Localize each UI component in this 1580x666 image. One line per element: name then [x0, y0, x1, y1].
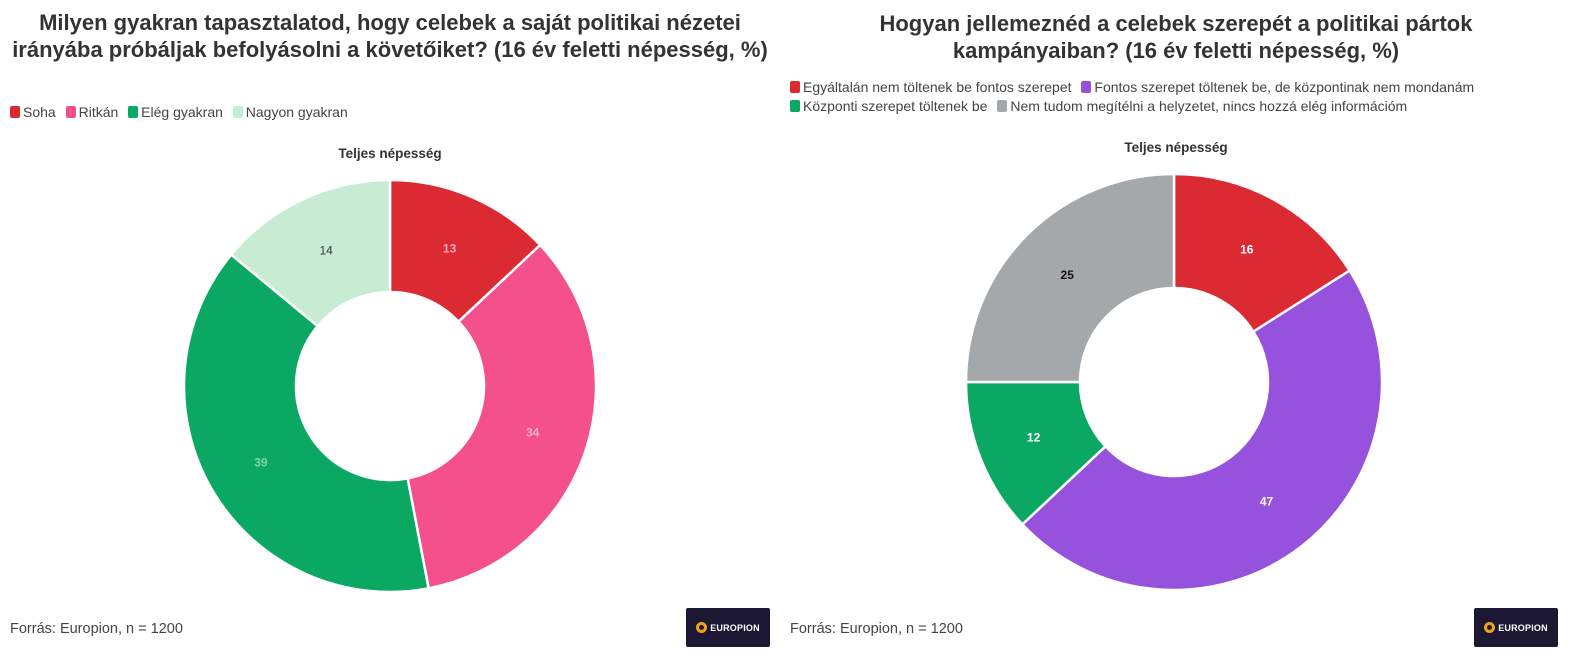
legend-swatch — [997, 100, 1008, 112]
legend-label: Ritkán — [78, 104, 119, 120]
chart-panel-role: Hogyan jellemeznéd a celebek szerepét a … — [780, 0, 1580, 666]
donut-chart-role: 16 47 12 25 — [964, 172, 1384, 592]
logo-mark-icon — [696, 622, 708, 633]
legend-item-soha[interactable]: Soha — [10, 103, 56, 122]
legend-label: Központi szerepet töltenek be — [803, 98, 988, 114]
source-note: Forrás: Europion, n = 1200 — [10, 621, 183, 637]
source-note: Forrás: Europion, n = 1200 — [790, 621, 963, 637]
logo-text: EUROPION — [710, 622, 760, 633]
legend-swatch — [65, 106, 76, 118]
legend-swatch — [10, 106, 20, 118]
legend-item-fontos-szerep[interactable]: Fontos szerepet töltenek be, de központi… — [1081, 78, 1474, 97]
data-label-1: 34 — [526, 425, 540, 439]
legend-swatch — [128, 106, 139, 118]
legend-label: Soha — [23, 104, 56, 120]
legend-item-nagyon-gyakran[interactable]: Nagyon gyakran — [232, 103, 348, 122]
legend-label: Elég gyakran — [141, 104, 223, 120]
donut-chart-frequency: 13 34 39 14 — [182, 178, 598, 594]
data-label-2: 39 — [254, 455, 268, 469]
donut-slice-1[interactable] — [1021, 269, 1384, 592]
chart-panel-frequency: Milyen gyakran tapasztalatod, hogy celeb… — [0, 0, 780, 666]
donut-slice-0[interactable] — [1172, 172, 1351, 333]
donut-slice-3[interactable] — [230, 178, 392, 328]
legend-item-kozponti-szerep[interactable]: Központi szerepet töltenek be — [790, 97, 987, 116]
legend-swatch — [790, 100, 800, 112]
chart-title: Milyen gyakran tapasztalatod, hogy celeb… — [12, 10, 768, 62]
data-label-1: 47 — [1260, 494, 1274, 508]
legend-item-nem-tudom[interactable]: Nem tudom megítélni a helyzetet, nincs h… — [997, 97, 1407, 116]
donut-slice-1[interactable] — [406, 243, 598, 590]
donut-slice-2[interactable] — [182, 253, 430, 594]
legend-label: Nem tudom megítélni a helyzetet, nincs h… — [1010, 98, 1408, 114]
logo-mark-icon — [1484, 622, 1496, 633]
legend-item-egyaltalan-nem[interactable]: Egyáltalán nem töltenek be fontos szerep… — [790, 78, 1072, 97]
donut-slice-2[interactable] — [964, 380, 1107, 526]
donut-slice-0[interactable] — [388, 178, 542, 323]
logo-text: EUROPION — [1498, 622, 1548, 633]
legend-item-eleg-gyakran[interactable]: Elég gyakran — [128, 103, 223, 122]
legend: Egyáltalán nem töltenek be fontos szerep… — [790, 78, 1560, 116]
legend-label: Fontos szerepet töltenek be, de központi… — [1094, 79, 1475, 95]
legend-label: Egyáltalán nem töltenek be fontos szerep… — [803, 79, 1072, 95]
data-label-0: 13 — [443, 241, 457, 255]
europion-logo: EUROPION — [1474, 608, 1558, 647]
legend: Soha Ritkán Elég gyakran Nagyon gyakran — [10, 103, 750, 122]
donut-slice-3[interactable] — [964, 172, 1176, 384]
legend-swatch — [1081, 81, 1092, 93]
data-label-0: 16 — [1240, 243, 1254, 257]
chart-title: Hogyan jellemeznéd a celebek szerepét a … — [879, 11, 1473, 63]
data-label-3: 14 — [319, 243, 333, 257]
chart-subtitle: Teljes népesség — [1124, 140, 1228, 155]
chart-subtitle: Teljes népesség — [338, 146, 442, 161]
legend-label: Nagyon gyakran — [245, 104, 348, 120]
legend-item-ritkan[interactable]: Ritkán — [65, 103, 119, 122]
legend-swatch — [790, 81, 800, 93]
data-label-3: 25 — [1061, 268, 1075, 282]
data-label-2: 12 — [1027, 431, 1041, 445]
legend-swatch — [232, 106, 243, 118]
europion-logo: EUROPION — [686, 608, 770, 647]
